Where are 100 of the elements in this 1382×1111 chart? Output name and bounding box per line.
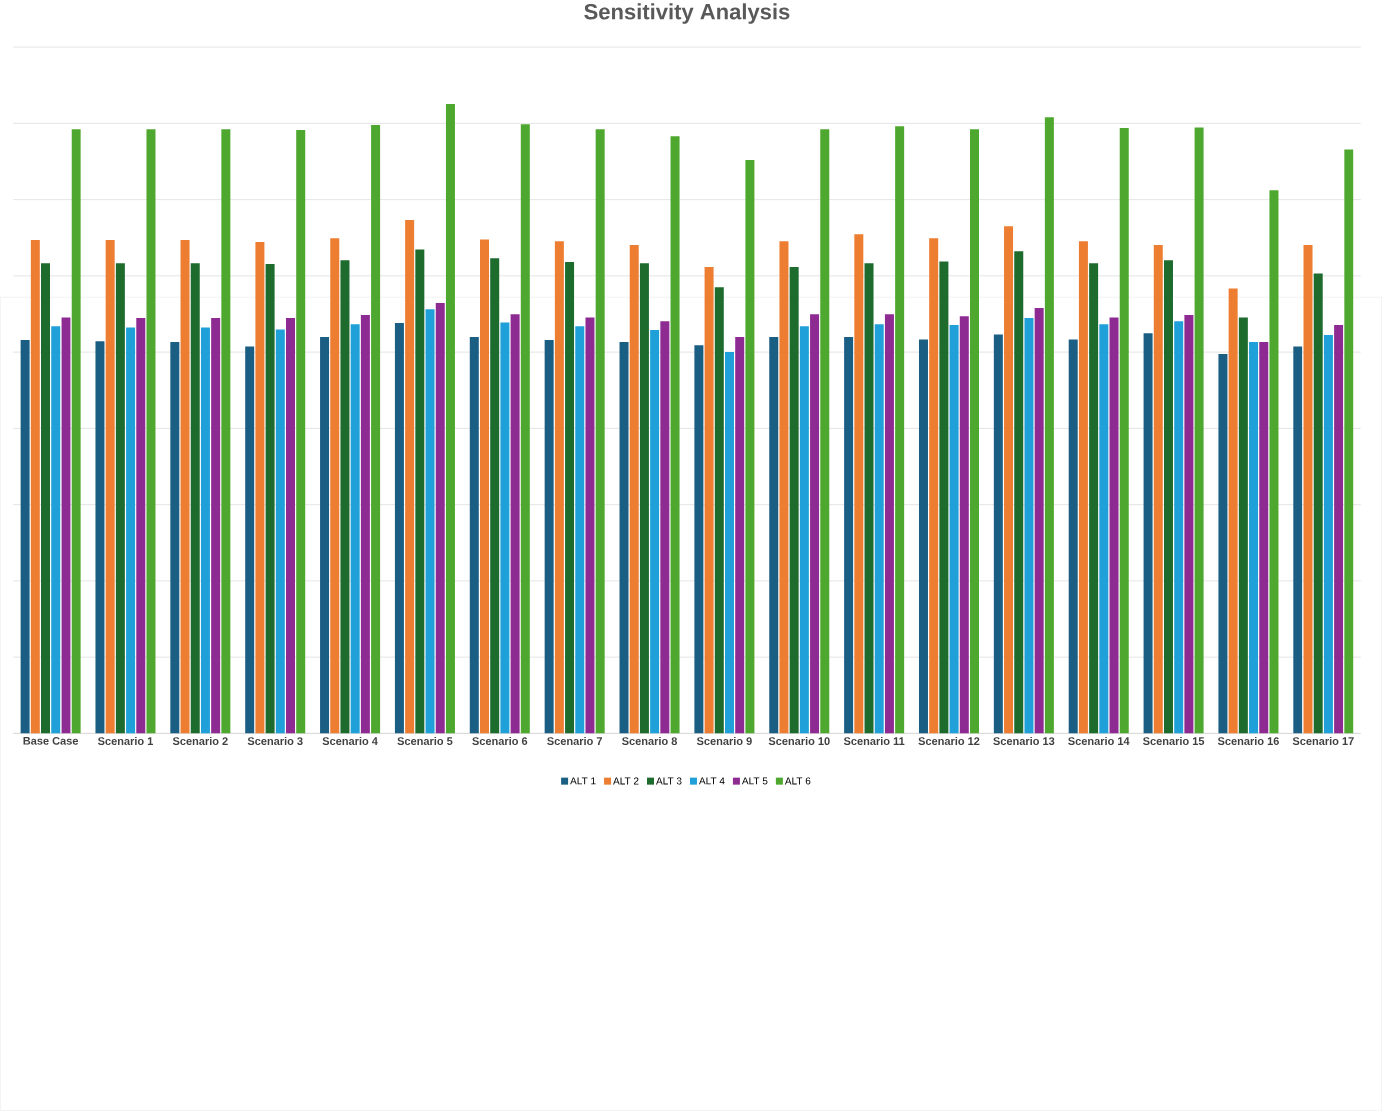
x-tick-label: Scenario 10 <box>768 737 830 746</box>
x-tick-label: Scenario 5 <box>397 737 453 746</box>
bar <box>895 126 905 734</box>
bar <box>126 327 136 734</box>
bar <box>1174 321 1184 734</box>
bar <box>704 267 714 734</box>
bar <box>360 315 370 734</box>
bar <box>190 263 200 734</box>
bar <box>799 326 809 734</box>
bar <box>595 129 605 734</box>
bar <box>1078 241 1088 734</box>
bar <box>296 130 306 734</box>
bar <box>959 316 969 734</box>
bar <box>970 129 979 734</box>
bar <box>394 323 404 734</box>
bar <box>1004 226 1014 734</box>
bar <box>1344 149 1354 734</box>
legend-label: ALT 5 <box>741 777 768 785</box>
bar <box>929 238 939 734</box>
bar <box>245 346 255 734</box>
bar <box>884 314 894 734</box>
x-tick-label: Scenario 1 <box>97 737 153 746</box>
bar <box>211 318 221 734</box>
bar <box>650 330 660 734</box>
bar <box>714 287 724 734</box>
bar <box>1269 190 1279 734</box>
bar <box>405 220 415 734</box>
bar <box>670 136 680 734</box>
bar <box>993 334 1003 734</box>
bar <box>95 341 105 734</box>
x-tick-label: Scenario 17 <box>1292 737 1354 746</box>
bar <box>939 261 949 734</box>
bar <box>146 129 156 734</box>
x-tick-label: Scenario 14 <box>1068 737 1130 746</box>
bar <box>1153 245 1163 734</box>
bar <box>694 345 704 734</box>
bar <box>1089 263 1099 734</box>
bar <box>554 241 564 734</box>
bar <box>585 317 595 734</box>
bar <box>735 337 745 734</box>
bar <box>371 125 381 734</box>
legend-label: ALT 1 <box>570 777 596 785</box>
bar <box>1303 245 1313 734</box>
bar <box>1334 325 1344 734</box>
bar <box>320 337 330 734</box>
bar <box>1313 273 1323 734</box>
bar <box>136 318 146 734</box>
legend-label: ALT 2 <box>613 777 639 785</box>
bar <box>1034 308 1044 734</box>
bar <box>425 309 435 734</box>
bar <box>1323 335 1333 734</box>
x-tick-label: Scenario 2 <box>172 737 228 746</box>
bar <box>629 245 639 734</box>
bar <box>1099 324 1109 734</box>
bar <box>51 326 61 734</box>
bar <box>479 239 489 734</box>
bar <box>71 129 81 734</box>
bar <box>415 249 425 734</box>
bar <box>265 264 275 734</box>
bar <box>1184 315 1194 734</box>
x-tick-label: Scenario 8 <box>622 737 678 746</box>
bar <box>810 314 820 734</box>
x-tick-label: Scenario 11 <box>843 737 905 746</box>
bar <box>918 339 928 734</box>
legend-label: ALT 4 <box>698 777 725 785</box>
bar <box>445 104 455 734</box>
bar <box>1044 117 1054 734</box>
chart-title: Sensitivity Analysis <box>584 3 790 24</box>
bar <box>820 129 830 734</box>
bar <box>639 263 649 734</box>
bar <box>330 238 340 734</box>
bar <box>745 160 755 734</box>
bar <box>1238 317 1248 734</box>
bar <box>41 263 51 734</box>
bar <box>874 324 884 734</box>
x-tick-label: Scenario 13 <box>993 737 1055 746</box>
bar <box>854 234 864 734</box>
bar <box>844 337 854 734</box>
x-tick-label: Scenario 12 <box>918 737 980 746</box>
bar <box>1143 333 1153 734</box>
bar <box>115 263 125 734</box>
bar <box>510 314 520 734</box>
bar <box>170 342 180 734</box>
x-tick-label: Scenario 16 <box>1217 737 1279 746</box>
bar <box>779 241 789 734</box>
bar <box>1109 317 1119 734</box>
bar <box>575 326 585 734</box>
bar <box>180 240 190 734</box>
bar <box>1249 342 1259 734</box>
bar <box>435 303 445 734</box>
x-tick-label: Scenario 7 <box>547 737 602 746</box>
bar <box>725 352 734 734</box>
bar <box>221 129 231 734</box>
x-tick-label: Scenario 15 <box>1143 737 1205 746</box>
legend-label: ALT 6 <box>784 777 811 785</box>
bar <box>1194 127 1204 734</box>
bar <box>565 262 575 734</box>
bar <box>864 263 874 734</box>
bar <box>769 337 779 734</box>
bar <box>1163 260 1173 734</box>
